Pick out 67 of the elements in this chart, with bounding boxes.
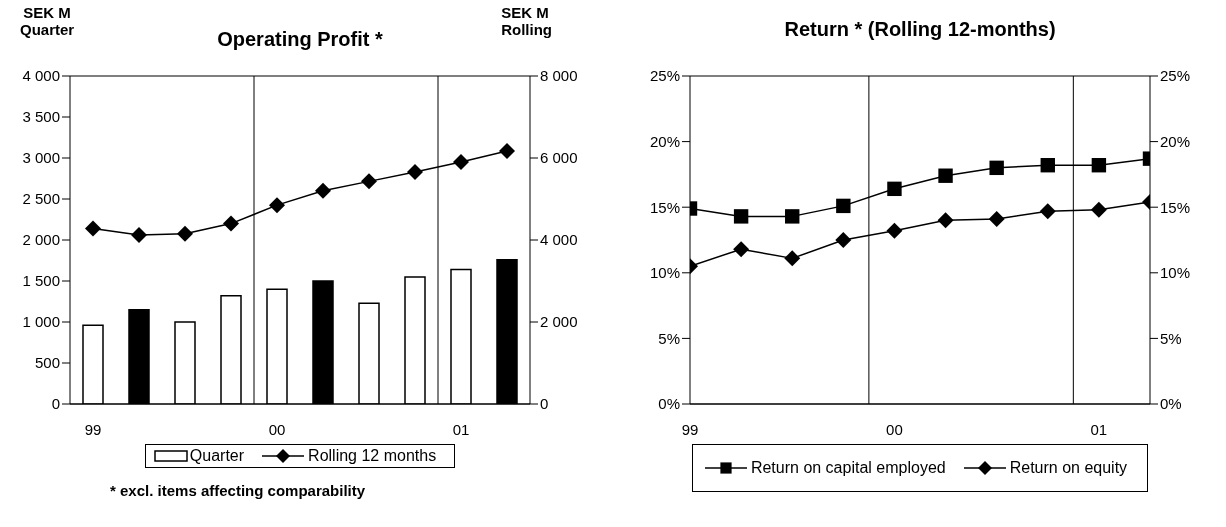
y2-tick-label: 20% bbox=[1160, 132, 1191, 150]
y-tick-label: 3 000 bbox=[22, 149, 60, 167]
point bbox=[499, 143, 515, 160]
point bbox=[315, 182, 331, 199]
y-tick-label: 20% bbox=[649, 132, 680, 150]
x-tick-label: 99 bbox=[84, 420, 102, 438]
chart-title: Operating Profit * bbox=[217, 28, 383, 50]
x-tick-label: 99 bbox=[681, 420, 699, 438]
point bbox=[835, 232, 852, 248]
y2-tick-label: 10% bbox=[1160, 264, 1191, 282]
y-tick-label: 2 500 bbox=[22, 190, 60, 208]
y2-tick-label: 8 000 bbox=[540, 67, 578, 85]
point bbox=[836, 198, 851, 214]
point bbox=[85, 220, 101, 237]
y-tick-label: 4 000 bbox=[22, 67, 60, 85]
point bbox=[223, 215, 239, 232]
point bbox=[131, 227, 147, 244]
y2-tick-label: 5% bbox=[1160, 329, 1182, 347]
point bbox=[177, 225, 193, 242]
y2-tick-label: 15% bbox=[1160, 198, 1191, 216]
legend-label: Rolling 12 months bbox=[308, 447, 437, 465]
y2-tick-label: 0% bbox=[1160, 395, 1182, 413]
point bbox=[887, 181, 902, 197]
x-tick-label: 00 bbox=[268, 420, 286, 438]
text: * excl. items affecting comparability bbox=[110, 482, 367, 499]
y-tick-label: 1 500 bbox=[22, 272, 60, 290]
y-tick-label: 5% bbox=[658, 329, 680, 347]
x-tick-label: 01 bbox=[1090, 420, 1108, 438]
y-tick-label: 0 bbox=[51, 395, 60, 413]
legend-label: Return on equity bbox=[1009, 459, 1128, 477]
y-tick-label: 3 500 bbox=[22, 108, 60, 126]
point bbox=[269, 197, 285, 214]
y-tick-label: 10% bbox=[649, 264, 680, 282]
point bbox=[1091, 158, 1107, 173]
y-tick-label: 0% bbox=[658, 395, 680, 413]
point bbox=[453, 154, 469, 171]
y2-tick-label: 0 bbox=[540, 395, 549, 413]
y-tick-label: 15% bbox=[649, 198, 680, 216]
point bbox=[938, 168, 953, 183]
point bbox=[1040, 158, 1055, 173]
y2-tick-label: 6 000 bbox=[540, 149, 578, 167]
y2-tick-label: 2 000 bbox=[540, 313, 578, 331]
point bbox=[785, 209, 800, 224]
point bbox=[784, 250, 801, 267]
y2-tick-label: 25% bbox=[1160, 67, 1191, 85]
chart-title: Return * (Rolling 12-months) bbox=[783, 18, 1057, 41]
y-tick-label: 500 bbox=[34, 354, 60, 372]
y-tick-label: 25% bbox=[649, 67, 680, 85]
x-tick-label: 00 bbox=[886, 420, 903, 438]
y-axis-title: SEK M Quarter bbox=[20, 4, 75, 38]
point bbox=[1090, 201, 1107, 218]
y-tick-label: 2 000 bbox=[22, 231, 60, 249]
x-tick-label: 01 bbox=[452, 420, 470, 438]
point bbox=[937, 212, 954, 229]
point bbox=[1039, 203, 1056, 220]
point bbox=[733, 209, 749, 224]
point bbox=[361, 173, 377, 190]
y2-tick-label: 4 000 bbox=[540, 231, 578, 249]
point bbox=[886, 222, 903, 239]
y-tick-label: 1 000 bbox=[22, 313, 60, 331]
point bbox=[407, 163, 423, 180]
legend-label: Return on capital employed bbox=[750, 459, 946, 477]
point bbox=[989, 160, 1004, 176]
point bbox=[988, 211, 1005, 228]
point bbox=[733, 241, 750, 258]
y2-axis-title: SEK M Rolling bbox=[501, 4, 552, 38]
legend-label: Quarter bbox=[189, 447, 245, 465]
